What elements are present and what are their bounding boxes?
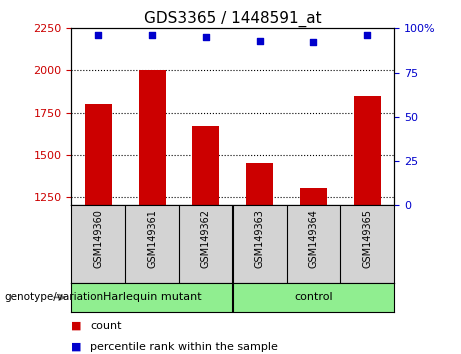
- Bar: [246, 163, 273, 205]
- Text: Harlequin mutant: Harlequin mutant: [103, 292, 201, 302]
- Text: genotype/variation: genotype/variation: [5, 292, 104, 302]
- Bar: [354, 96, 381, 205]
- Text: GSM149365: GSM149365: [362, 209, 372, 268]
- Point: [148, 33, 156, 38]
- Text: percentile rank within the sample: percentile rank within the sample: [90, 342, 278, 352]
- Text: GSM149361: GSM149361: [147, 209, 157, 268]
- Text: ■: ■: [71, 321, 82, 331]
- Text: count: count: [90, 321, 121, 331]
- Text: GSM149363: GSM149363: [254, 209, 265, 268]
- Text: GSM149362: GSM149362: [201, 209, 211, 268]
- Point: [310, 40, 317, 45]
- Point: [364, 33, 371, 38]
- Title: GDS3365 / 1448591_at: GDS3365 / 1448591_at: [144, 11, 322, 27]
- Bar: [85, 104, 112, 205]
- Bar: [139, 70, 165, 205]
- Bar: [193, 126, 219, 205]
- Text: ■: ■: [71, 342, 82, 352]
- Text: control: control: [294, 292, 333, 302]
- Point: [202, 34, 210, 40]
- Bar: [300, 188, 327, 205]
- Point: [256, 38, 263, 44]
- Text: GSM149360: GSM149360: [93, 209, 103, 268]
- Point: [95, 33, 102, 38]
- Text: GSM149364: GSM149364: [308, 209, 319, 268]
